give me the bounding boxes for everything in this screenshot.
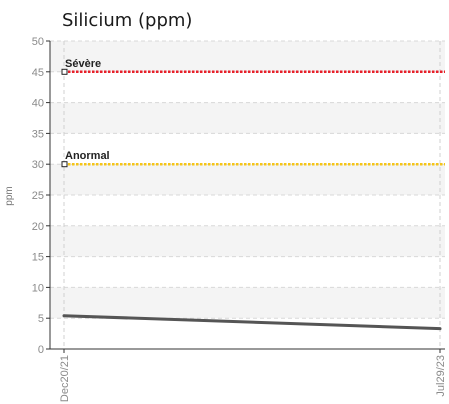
y-tick-label: 15: [32, 252, 44, 264]
reference-marker: [61, 161, 68, 168]
x-tick-label: Dec20/21: [59, 355, 71, 402]
series-lines: [62, 314, 442, 331]
band: [50, 225, 445, 257]
reference-label: Anormal: [65, 150, 110, 162]
chart-title: Silicium (ppm): [62, 10, 192, 31]
y-tick-label: 50: [32, 36, 44, 48]
y-tick-label: 45: [32, 67, 44, 79]
y-tick-label: 5: [38, 313, 44, 325]
y-tick-label: 25: [32, 190, 44, 202]
x-tick-label: Jul29/23: [435, 355, 447, 397]
y-tick-label: 20: [32, 221, 44, 233]
background-bands: [50, 41, 445, 319]
band: [50, 41, 445, 72]
grid-lines: [50, 40, 445, 349]
axes: [46, 40, 445, 353]
reference-lines: Sévère Anormal: [61, 58, 445, 168]
band: [50, 164, 445, 195]
y-tick-label: 35: [32, 128, 44, 140]
y-tick-label: 0: [38, 344, 44, 356]
y-tick-label: 40: [32, 98, 44, 110]
y-tick-label: 30: [32, 159, 44, 171]
y-tick-labels: 0 5 10 15 20 25 30 35 40 45 50: [32, 36, 44, 356]
reference-label: Sévère: [65, 58, 101, 70]
x-tick-labels: Dec20/21 Jul29/23: [59, 355, 447, 402]
reference-marker: [61, 68, 68, 75]
band: [50, 287, 445, 319]
y-axis-label: ppm: [4, 186, 15, 205]
series-line: [62, 314, 442, 331]
y-tick-label: 10: [32, 282, 44, 294]
band: [50, 102, 445, 134]
